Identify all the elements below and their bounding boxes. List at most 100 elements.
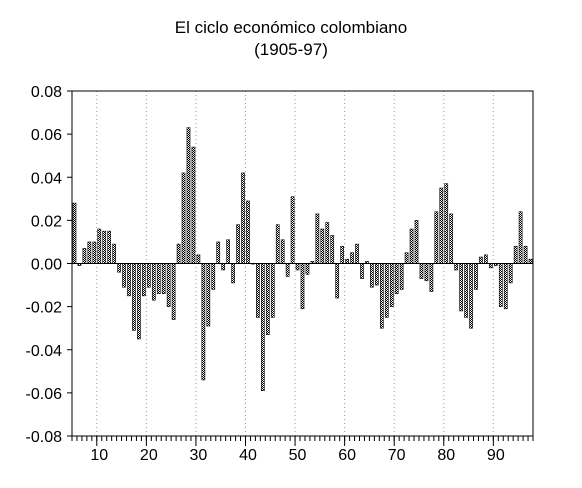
- bar: [132, 263, 136, 331]
- bar: [434, 211, 439, 264]
- bar: [191, 146, 196, 264]
- bar: [161, 263, 166, 294]
- bar: [151, 263, 156, 301]
- bar: [196, 254, 201, 264]
- bar: [211, 263, 216, 290]
- bar: [275, 224, 280, 264]
- bar: [503, 263, 508, 310]
- bar: [146, 263, 151, 288]
- bar: [439, 187, 444, 264]
- bar: [206, 263, 211, 327]
- bar: [370, 263, 374, 288]
- bar: [489, 263, 493, 269]
- bar: [518, 211, 523, 264]
- bar: [280, 239, 285, 264]
- bar: [305, 263, 310, 275]
- y-axis: 0.08 0.06 0.04 0.02 0.00 -0.02 -0.04 -0.06 -0.08: [26, 84, 72, 446]
- chart-subtitle: (1905-97): [254, 40, 328, 59]
- bar: [216, 241, 221, 264]
- bar: [221, 263, 226, 271]
- bar: [454, 263, 459, 271]
- bar: [394, 263, 399, 294]
- bar: [156, 263, 161, 294]
- bar: [513, 245, 518, 264]
- bar: [444, 183, 449, 264]
- bar: [201, 263, 206, 381]
- bar: [256, 263, 260, 318]
- bar: [142, 263, 146, 297]
- bar: [112, 243, 116, 264]
- bar: [171, 263, 176, 320]
- bar: [508, 263, 513, 284]
- bar: [241, 172, 245, 264]
- bar: [335, 263, 340, 299]
- bar: [498, 263, 503, 307]
- y-tick-label: 0.08: [31, 84, 62, 101]
- bar: [231, 263, 235, 284]
- bar: [419, 263, 424, 279]
- x-tick-label: 70: [388, 447, 406, 464]
- bar: [414, 220, 419, 264]
- y-tick-label: 0.02: [31, 213, 62, 230]
- x-tick-label: 40: [239, 447, 257, 464]
- bar: [72, 202, 77, 264]
- bar-series: [72, 127, 533, 392]
- bar: [360, 263, 364, 279]
- bar: [137, 263, 141, 340]
- bar: [97, 228, 102, 264]
- x-axis: 10 20 30 40 50 60 70 80 90: [71, 436, 534, 464]
- bar: [429, 263, 434, 292]
- bar: [181, 172, 186, 264]
- chart-title: El ciclo económico colombiano: [174, 18, 408, 37]
- y-tick-label: -0.06: [26, 386, 63, 403]
- bar: [479, 256, 483, 264]
- bar: [474, 263, 478, 290]
- bar: [404, 252, 409, 264]
- bar: [290, 196, 295, 264]
- bar: [389, 263, 394, 307]
- bar: [464, 263, 468, 318]
- x-tick-label: 80: [437, 447, 455, 464]
- bar: [261, 263, 265, 392]
- bar: [246, 200, 250, 264]
- bar: [409, 228, 414, 264]
- bar: [340, 245, 344, 264]
- bar: [300, 263, 305, 310]
- bar: [469, 263, 473, 329]
- bar: [320, 228, 325, 264]
- y-tick-label: 0.06: [31, 127, 62, 144]
- bar: [127, 263, 131, 297]
- bar: [350, 252, 354, 264]
- bar: [295, 263, 300, 271]
- bar: [449, 213, 454, 264]
- x-tick-label: 50: [289, 447, 307, 464]
- bar: [523, 245, 528, 264]
- bar: [379, 263, 384, 329]
- x-tick-label: 10: [90, 447, 108, 464]
- x-tick-label: 60: [338, 447, 356, 464]
- bar: [384, 263, 389, 318]
- bar: [345, 258, 349, 264]
- x-tick-label: 90: [487, 447, 505, 464]
- bar: [226, 239, 230, 264]
- bar: [176, 243, 181, 264]
- x-tick-label: 20: [140, 447, 158, 464]
- bar: [285, 263, 290, 277]
- bar: [117, 263, 121, 273]
- bar: [528, 258, 533, 264]
- bar: [87, 241, 92, 264]
- bar: [399, 263, 404, 290]
- bar: [325, 222, 330, 264]
- bar: [186, 127, 191, 264]
- y-tick-label: -0.08: [26, 429, 63, 446]
- bar: [315, 213, 320, 264]
- bar: [459, 263, 463, 312]
- bar: [92, 241, 97, 264]
- bar: [166, 263, 171, 307]
- bar: [122, 263, 126, 288]
- bar: [424, 263, 429, 282]
- y-tick-label: -0.04: [26, 343, 63, 360]
- bar: [236, 224, 240, 264]
- bar: [484, 254, 488, 264]
